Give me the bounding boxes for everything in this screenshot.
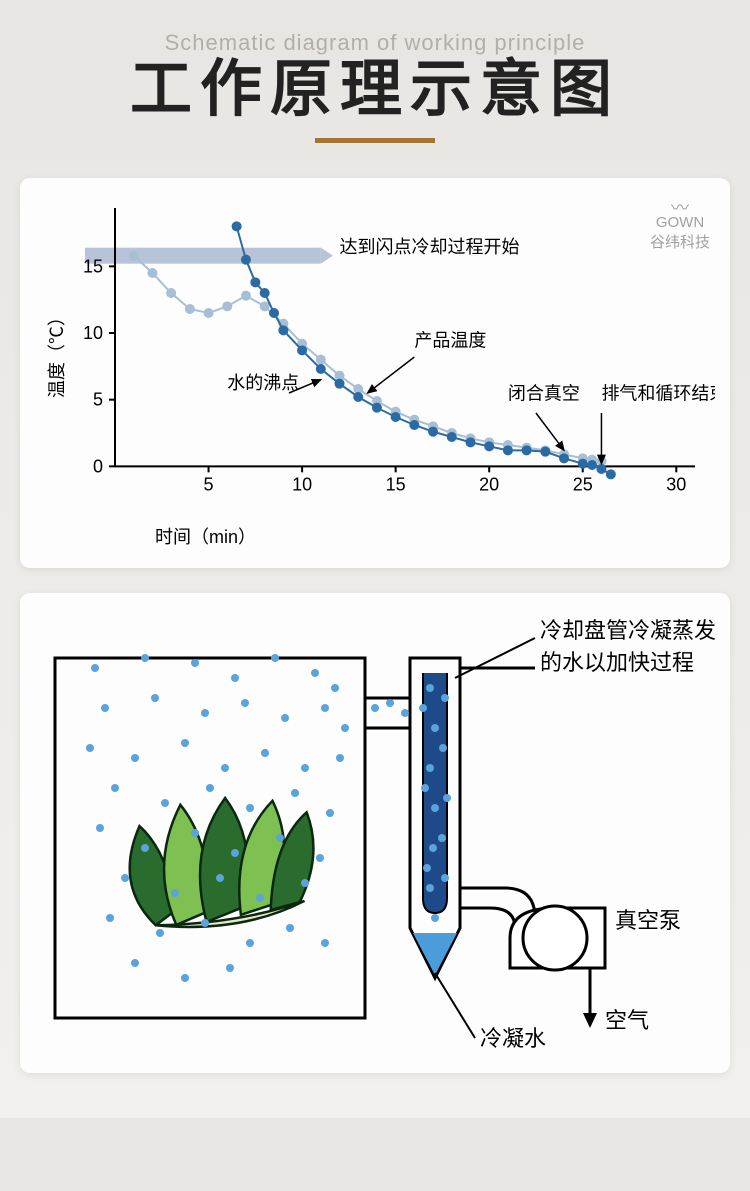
svg-text:10: 10 [292, 474, 312, 494]
title-chinese: 工作原理示意图 [0, 38, 750, 128]
svg-text:真空泵: 真空泵 [615, 908, 681, 933]
title-underline [315, 138, 435, 143]
svg-text:达到闪点冷却过程开始: 达到闪点冷却过程开始 [340, 237, 520, 257]
svg-text:冷凝水: 冷凝水 [480, 1026, 546, 1051]
diagram-panel: 冷却盘管冷凝蒸发的水以加快过程真空泵空气冷凝水 [20, 593, 730, 1073]
cooling-chart: 5 10 15 20 25 30 0 5 10 15 时间（min） 温度（℃） 达到闪点冷却过程开始产… [35, 193, 715, 553]
svg-text:15: 15 [386, 474, 406, 494]
page-header: Schematic diagram of working principle 工… [0, 0, 750, 153]
svg-text:10: 10 [83, 323, 103, 343]
svg-text:的水以加快过程: 的水以加快过程 [540, 650, 694, 675]
brand-logo: 〰 GOWN 谷纬科技 [650, 203, 710, 252]
svg-text:15: 15 [83, 256, 103, 276]
svg-text:闭合真空: 闭合真空 [508, 384, 580, 404]
svg-text:冷却盘管冷凝蒸发: 冷却盘管冷凝蒸发 [540, 618, 716, 643]
vacuum-cooling-diagram: 冷却盘管冷凝蒸发的水以加快过程真空泵空气冷凝水 [35, 608, 745, 1058]
svg-text:温度（℃）: 温度（℃） [47, 308, 67, 398]
chart-panel: 〰 GOWN 谷纬科技 5 10 15 20 25 30 0 5 10 15 时间（min） 温度（℃… [20, 178, 730, 568]
svg-text:0: 0 [93, 456, 103, 476]
svg-text:5: 5 [204, 474, 214, 494]
svg-text:产品温度: 产品温度 [414, 330, 486, 350]
logo-text-cn: 谷纬科技 [650, 234, 710, 251]
logo-text-en: GOWN [656, 214, 704, 231]
logo-swoosh-icon: 〰 [650, 203, 710, 214]
svg-text:30: 30 [666, 474, 686, 494]
svg-text:时间（min）: 时间（min） [155, 527, 256, 547]
svg-text:5: 5 [93, 390, 103, 410]
svg-text:空气: 空气 [605, 1008, 649, 1033]
svg-text:25: 25 [573, 474, 593, 494]
svg-text:20: 20 [479, 474, 499, 494]
svg-text:排气和循环结束: 排气和循环结束 [601, 384, 715, 404]
svg-text:水的沸点: 水的沸点 [227, 373, 299, 393]
